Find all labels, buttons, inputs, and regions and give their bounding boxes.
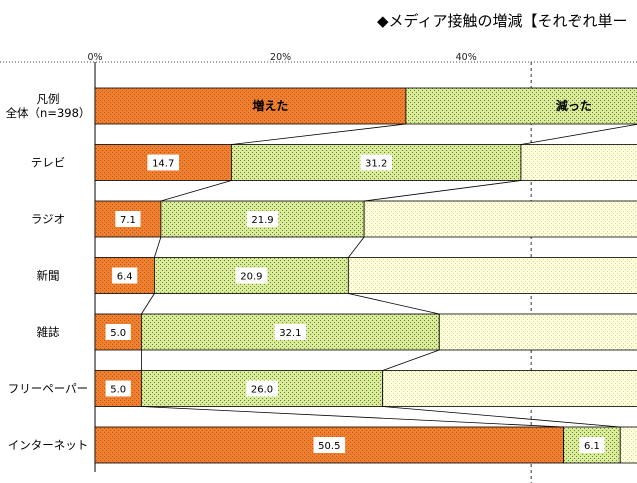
data-label: 50.5 xyxy=(318,441,340,452)
category-label: フリーペーパー xyxy=(8,382,88,396)
data-label-box xyxy=(274,324,307,340)
data-label-box xyxy=(147,154,180,171)
data-label: 5.0 xyxy=(110,385,126,396)
x-tick-label: 20% xyxy=(270,52,291,63)
connector-line xyxy=(348,293,440,315)
x-axis-ticks: 0% 20% 40% xyxy=(87,52,476,63)
bars xyxy=(94,87,637,464)
connector-line xyxy=(141,293,155,315)
connector-line xyxy=(231,123,406,145)
data-label: 6.1 xyxy=(584,441,600,452)
data-label-box xyxy=(105,380,131,397)
data-label: 32.1 xyxy=(279,328,301,339)
data-label-box xyxy=(115,211,141,227)
chart-title: ◆メディア接触の増減【それぞれ単ー xyxy=(377,12,628,30)
connector-line xyxy=(520,123,637,145)
x-tick-label: 40% xyxy=(456,52,477,63)
data-label: 21.9 xyxy=(251,215,273,226)
bar-segment xyxy=(347,257,637,294)
connector-line xyxy=(382,406,621,428)
connector-line xyxy=(382,349,440,371)
data-label-box xyxy=(246,380,278,397)
legend-label: 減った xyxy=(556,98,592,113)
data-label-box xyxy=(579,437,605,453)
bar-segment xyxy=(405,87,637,125)
data-label-box xyxy=(246,211,279,227)
bar-segment xyxy=(363,200,637,238)
data-label: 26.0 xyxy=(251,385,273,396)
data-label-box xyxy=(313,437,346,453)
data-label: 31.2 xyxy=(365,159,387,170)
data-labels: 増えた 減った 14.7 31.2 7.1 21.9 6.4 20.9 5.0 32.1 5.0 26… xyxy=(105,98,605,453)
connector-line xyxy=(160,180,232,202)
bar-segment xyxy=(382,370,637,407)
bar-segment xyxy=(520,144,637,181)
data-label-box xyxy=(105,324,131,340)
category-label: 凡例 xyxy=(37,92,60,106)
data-label-box xyxy=(360,154,392,171)
bar-segment xyxy=(619,426,637,464)
data-label: 7.1 xyxy=(120,215,136,226)
connector-lines xyxy=(140,123,637,428)
category-label: テレビ xyxy=(31,156,66,170)
bar-segment xyxy=(94,87,407,125)
data-label: 20.9 xyxy=(240,272,262,283)
data-label: 14.7 xyxy=(152,159,174,170)
category-label: ラジオ xyxy=(31,212,65,226)
connector-line xyxy=(154,236,162,258)
category-label: インターネット xyxy=(8,438,89,452)
data-label: 5.0 xyxy=(110,328,126,339)
data-label-box xyxy=(235,267,268,284)
x-tick-label: 0% xyxy=(87,52,102,63)
category-label: 雑誌 xyxy=(37,325,60,339)
connector-line xyxy=(141,406,564,428)
bar-segment xyxy=(438,313,637,351)
data-label: 6.4 xyxy=(117,272,133,283)
connector-line xyxy=(364,180,522,202)
category-label: 新聞 xyxy=(37,269,60,283)
connector-line xyxy=(348,236,365,258)
data-label-box xyxy=(112,267,138,284)
category-label: 全体（n=398） xyxy=(6,106,91,120)
legend-label: 増えた xyxy=(252,98,288,113)
